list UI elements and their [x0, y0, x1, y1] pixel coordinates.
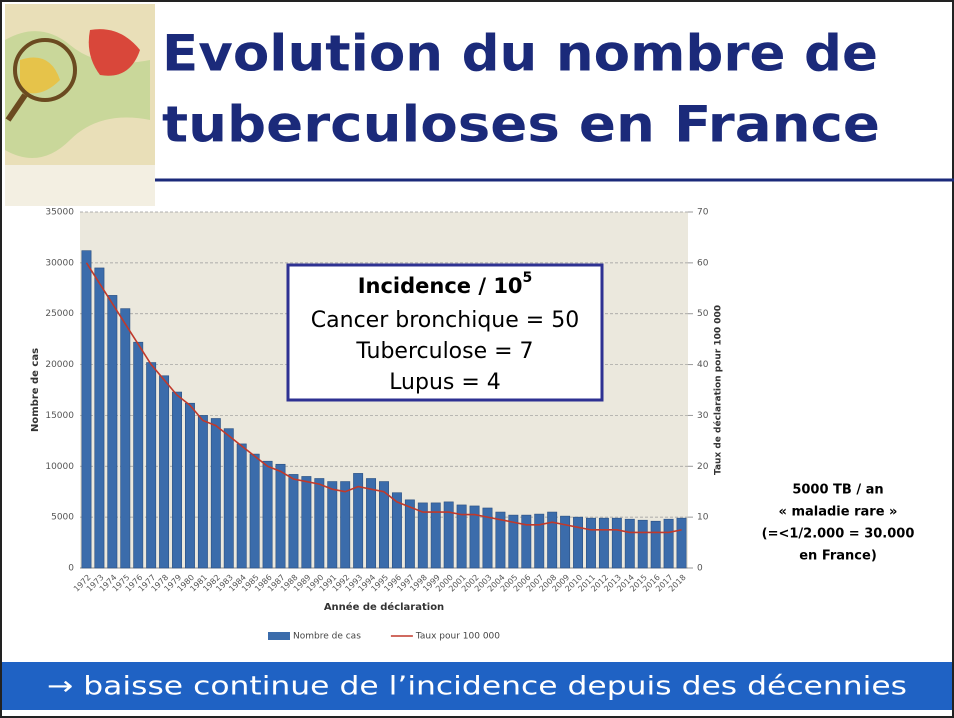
line [85, 262, 682, 534]
footer-band [2, 662, 952, 710]
info-box-line: Lupus = 4 [389, 370, 501, 395]
info-box-sup: 5 [523, 270, 533, 286]
y-tick-label: 0 [68, 564, 74, 574]
bar [637, 519, 648, 569]
bar [482, 507, 493, 569]
bar [223, 428, 234, 569]
y-tick-label: 5000 [51, 513, 74, 523]
bar [314, 478, 325, 569]
bar [210, 418, 221, 569]
side-note-line: 5000 TB / an [792, 483, 883, 498]
bar [417, 502, 428, 569]
side-note-line: « maladie rare » [779, 505, 898, 520]
bar [185, 402, 195, 569]
y-tick-label: 10000 [45, 462, 74, 472]
bar [430, 502, 441, 569]
bar [469, 505, 480, 569]
y2-tick-label: 50 [697, 309, 709, 319]
title-line: Evolution du nombre de [162, 25, 878, 83]
map-illustration [5, 4, 155, 206]
bar [159, 375, 170, 569]
bar [353, 473, 364, 569]
bar [404, 499, 415, 569]
footer-text: → baisse continue de l’incidence depuis … [47, 672, 907, 702]
bar [586, 517, 596, 569]
y2-tick-label: 20 [697, 462, 709, 472]
bar [676, 517, 687, 569]
bar [262, 460, 273, 569]
y2-tick-label: 10 [697, 513, 709, 523]
bar [534, 513, 545, 569]
bar [275, 463, 286, 569]
y-axis-label: Nombre de cas [30, 348, 41, 432]
y2-tick-label: 0 [697, 564, 703, 574]
bar [107, 295, 118, 569]
bar [598, 517, 609, 569]
bar [94, 267, 105, 569]
bar [611, 517, 622, 569]
bar [249, 453, 260, 569]
bar [133, 341, 144, 569]
bar [508, 514, 519, 569]
y-tick-label: 20000 [45, 360, 74, 370]
bar [547, 511, 558, 569]
y-tick-label: 30000 [45, 258, 74, 268]
bar [81, 250, 92, 569]
bar [495, 511, 506, 569]
bar [379, 481, 389, 569]
y2-axis-label: Taux de déclaration pour 100 000 [713, 305, 724, 475]
bar [624, 518, 635, 569]
bar [663, 518, 674, 569]
chart: 0 5000 10000 15000 20000 25000 30000 35000 0 10 20… [30, 208, 724, 642]
bar [366, 478, 377, 569]
bar [236, 443, 247, 569]
info-box-line: Cancer bronchique = 50 [311, 308, 579, 333]
info-box-frame [286, 263, 604, 402]
x-axis-label: Année de déclaration [324, 601, 444, 613]
title-line: tuberculoses en France [162, 96, 880, 154]
bar [288, 474, 299, 569]
bar [301, 476, 312, 569]
side-note-line: en France) [799, 549, 877, 564]
bar [197, 415, 208, 569]
y2-tick-label: 60 [697, 258, 709, 268]
y2-tick-label: 30 [697, 411, 709, 421]
y-tick-label: 15000 [45, 411, 74, 421]
side-note-line: (=<1/2.000 = 30.000 [762, 527, 915, 542]
bar [327, 481, 338, 569]
y-tick-label: 35000 [45, 208, 74, 218]
bar [443, 501, 454, 569]
y2-tick-label: 70 [697, 208, 709, 218]
info-box-title: Incidence / 105 [358, 270, 533, 298]
bar [573, 516, 583, 569]
bar [521, 514, 532, 569]
info-box-line: Tuberculose = 7 [355, 339, 533, 364]
legend-label: Nombre de cas [293, 632, 361, 642]
info-box: Incidence / 105 Cancer bronchique = 50 T… [286, 263, 604, 402]
bar [172, 391, 182, 569]
info-box-title-text: Incidence / 10 [358, 274, 523, 298]
legend-label: Taux pour 100 000 [415, 632, 500, 642]
bar [560, 515, 571, 569]
legend-swatch [268, 632, 290, 640]
y2-tick-label: 40 [697, 360, 709, 370]
bar [456, 504, 467, 569]
bar [120, 308, 131, 569]
y-tick-label: 25000 [45, 309, 74, 319]
bar [146, 362, 157, 569]
bar [391, 492, 402, 569]
bar [650, 520, 661, 569]
bar [340, 481, 351, 569]
